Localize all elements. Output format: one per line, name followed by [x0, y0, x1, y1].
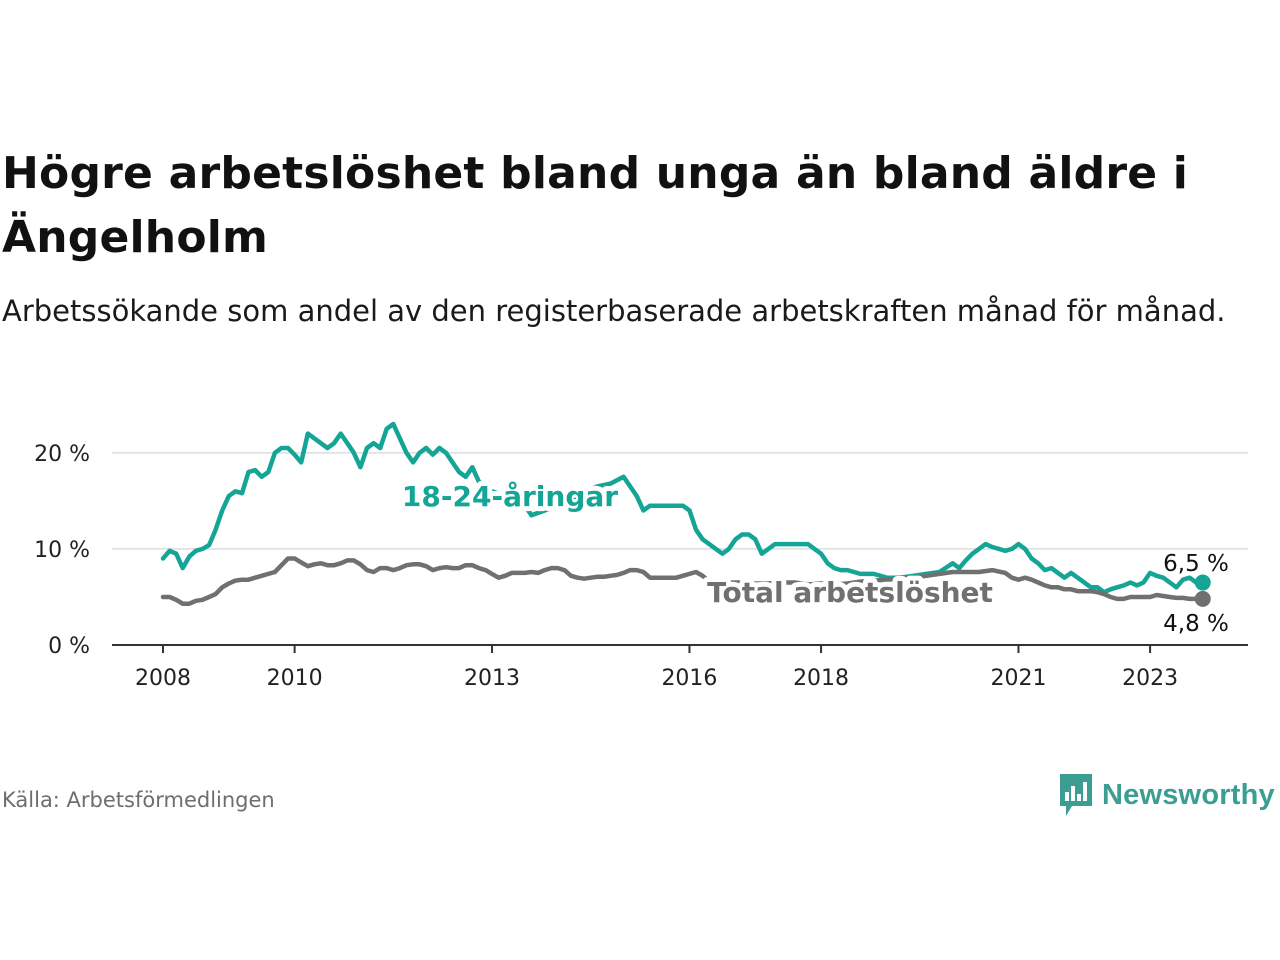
- x-tick-label: 2016: [661, 666, 717, 691]
- youth-series-label: 18-24-åringar: [402, 480, 618, 513]
- y-tick-label: 20 %: [34, 442, 90, 467]
- youth-end-label: 6,5 %: [1163, 551, 1229, 577]
- total-series-line: [160, 556, 1205, 606]
- chart-title: Högre arbetslöshet bland unga än bland ä…: [2, 148, 1189, 263]
- logo-text: Newsworthy: [1102, 778, 1275, 811]
- total-series-label-halo: Total arbetslöshet: [707, 576, 993, 609]
- series: [160, 421, 1211, 607]
- y-tick-label: 0 %: [48, 634, 90, 659]
- line-chart: 0 % 10 % 20 % 2008 2010 2013 2016 2018 2021 2023…: [34, 421, 1248, 691]
- youth-series-line: [160, 421, 1205, 595]
- x-tick-label: 2010: [267, 666, 323, 691]
- bar-chart-icon: [1060, 774, 1092, 816]
- total-end-label: 4,8 %: [1163, 611, 1229, 637]
- x-tick-label: 2018: [793, 666, 849, 691]
- source-note: Källa: Arbetsförmedlingen: [2, 788, 275, 812]
- youth-end-point: [1194, 574, 1211, 591]
- x-tick-label: 2021: [990, 666, 1046, 691]
- gridlines: [112, 452, 1248, 550]
- chart-subtitle: Arbetssökande som andel av den registerb…: [2, 294, 1226, 328]
- newsworthy-logo: Newsworthy: [1058, 772, 1275, 818]
- x-tick-label: 2023: [1122, 666, 1178, 691]
- x-tick-label: 2013: [464, 666, 520, 691]
- youth-series-label-halo: 18-24-åringar: [402, 480, 618, 513]
- total-end-point: [1194, 590, 1211, 607]
- y-axis: 0 % 10 % 20 %: [34, 442, 90, 659]
- total-series-label: Total arbetslöshet: [707, 576, 993, 609]
- x-axis: 2008 2010 2013 2016 2018 2021 2023: [112, 644, 1248, 691]
- x-tick-label: 2008: [135, 666, 191, 691]
- y-tick-label: 10 %: [34, 538, 90, 563]
